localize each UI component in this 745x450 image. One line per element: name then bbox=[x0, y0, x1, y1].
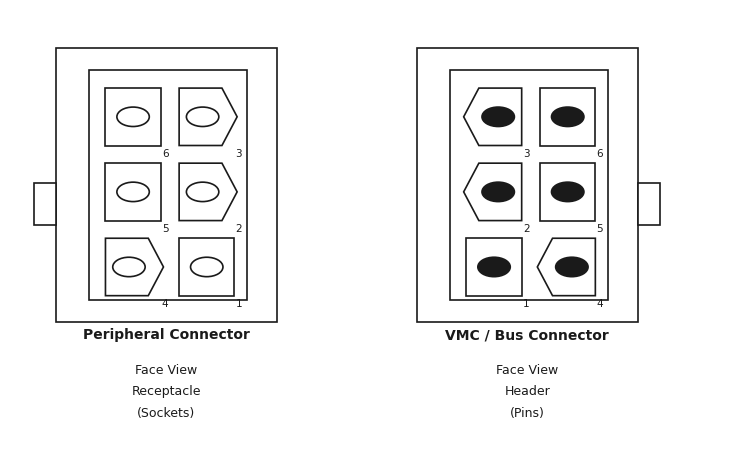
Circle shape bbox=[482, 107, 514, 126]
Bar bbox=[638, 183, 660, 225]
Circle shape bbox=[478, 257, 510, 277]
Circle shape bbox=[112, 257, 145, 277]
Circle shape bbox=[551, 107, 584, 126]
Text: 4: 4 bbox=[162, 299, 168, 309]
Text: 2: 2 bbox=[523, 224, 530, 234]
Bar bbox=[34, 183, 56, 225]
Polygon shape bbox=[179, 88, 237, 145]
Text: Header: Header bbox=[504, 385, 550, 398]
Text: Peripheral Connector: Peripheral Connector bbox=[83, 328, 250, 342]
Text: Face View: Face View bbox=[496, 364, 558, 377]
Bar bbox=[106, 163, 161, 220]
Text: VMC / Bus Connector: VMC / Bus Connector bbox=[446, 328, 609, 342]
Circle shape bbox=[551, 182, 584, 202]
Text: 1: 1 bbox=[235, 299, 242, 309]
Text: 5: 5 bbox=[597, 224, 603, 234]
Bar bbox=[450, 70, 608, 300]
Bar bbox=[106, 88, 161, 145]
Polygon shape bbox=[463, 163, 522, 220]
Text: (Pins): (Pins) bbox=[510, 406, 545, 419]
Text: Face View: Face View bbox=[135, 364, 197, 377]
Text: 2: 2 bbox=[235, 224, 242, 234]
Polygon shape bbox=[106, 238, 163, 296]
Circle shape bbox=[117, 182, 149, 202]
Text: Receptacle: Receptacle bbox=[131, 385, 201, 398]
Bar bbox=[540, 88, 595, 145]
Bar bbox=[89, 70, 247, 300]
Bar bbox=[466, 238, 522, 296]
Text: 3: 3 bbox=[523, 149, 530, 159]
Text: 6: 6 bbox=[597, 149, 603, 159]
Polygon shape bbox=[179, 163, 237, 220]
Text: 3: 3 bbox=[235, 149, 242, 159]
Circle shape bbox=[482, 182, 514, 202]
Bar bbox=[540, 163, 595, 220]
Circle shape bbox=[186, 182, 219, 202]
Text: 6: 6 bbox=[162, 149, 168, 159]
Bar bbox=[179, 238, 235, 296]
Circle shape bbox=[556, 257, 588, 277]
Circle shape bbox=[191, 257, 223, 277]
Circle shape bbox=[186, 107, 219, 126]
Polygon shape bbox=[463, 88, 522, 145]
Circle shape bbox=[117, 107, 149, 126]
Polygon shape bbox=[537, 238, 595, 296]
Text: 5: 5 bbox=[162, 224, 168, 234]
Text: 1: 1 bbox=[523, 299, 530, 309]
Bar bbox=[416, 48, 638, 322]
Text: 4: 4 bbox=[597, 299, 603, 309]
Text: (Sockets): (Sockets) bbox=[137, 406, 195, 419]
Bar bbox=[56, 48, 276, 322]
